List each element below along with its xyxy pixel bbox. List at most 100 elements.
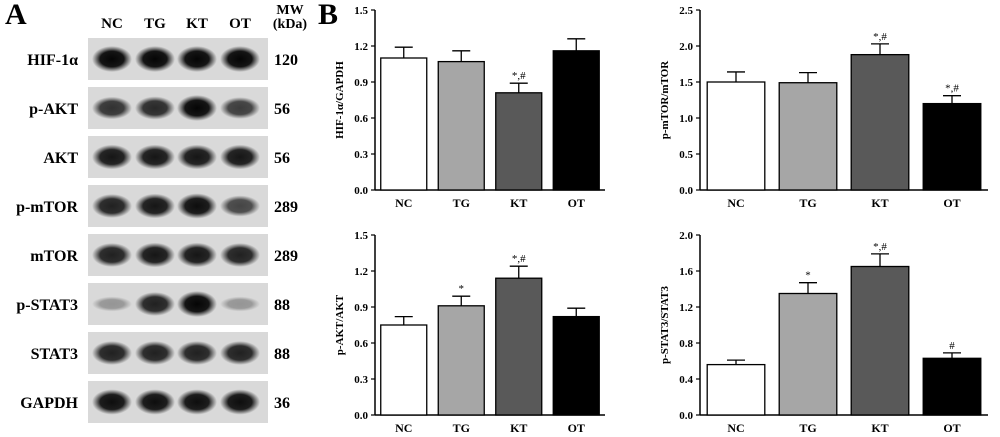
bar (706, 81, 766, 191)
bar (850, 265, 910, 416)
blot-band (220, 341, 260, 365)
x-tick-label: KT (871, 196, 888, 210)
y-tick-label: 1.6 (679, 266, 693, 278)
x-tick-label: TG (453, 196, 470, 210)
y-tick-label: 2.0 (679, 41, 693, 53)
protein-label: p-mTOR (16, 199, 78, 216)
y-tick-label: 0.0 (679, 185, 693, 197)
blot-band (135, 193, 175, 219)
y-tick-label: 0.3 (354, 149, 368, 161)
x-tick-label: KT (510, 421, 527, 435)
y-tick-label: 0.3 (354, 374, 368, 386)
significance-label: *,# (512, 70, 526, 82)
x-tick-label: OT (943, 196, 960, 210)
blot-band (135, 242, 175, 268)
x-tick-label: KT (510, 196, 527, 210)
x-tick-label: OT (943, 421, 960, 435)
blot-band (135, 341, 175, 365)
y-tick-label: 1.0 (679, 113, 693, 125)
x-tick-label: TG (799, 196, 816, 210)
blot-band (135, 46, 175, 72)
protein-label: STAT3 (31, 346, 78, 363)
x-tick-label: NC (395, 421, 412, 435)
bar (778, 292, 838, 416)
blot-band (92, 341, 132, 365)
bar-chart: 0.0 0.4 0.8 1.2 1.6 2.0 p-STAT3/STAT3 NC * TG *,# K… (659, 230, 988, 435)
y-axis-label: p-STAT3/STAT3 (659, 285, 671, 364)
y-tick-label: 1.2 (354, 41, 368, 53)
bar-chart: 0.0 0.3 0.6 0.9 1.2 1.5 p-AKT/AKT NC * TG *,# KT OT (334, 230, 605, 435)
mw-header-unit: (kDa) (273, 17, 308, 32)
blot-band (220, 195, 260, 217)
mw-value: 289 (274, 248, 298, 265)
blot-band (135, 292, 175, 316)
bar (437, 60, 485, 191)
y-tick-label: 0.6 (354, 113, 368, 125)
blot-row: p-STAT3 88 (16, 283, 290, 325)
blot-band (220, 243, 260, 267)
significance-label: *,# (873, 31, 887, 43)
x-tick-label: TG (453, 421, 470, 435)
x-tick-label: KT (871, 421, 888, 435)
y-tick-label: 0.9 (354, 302, 368, 314)
bar (552, 315, 600, 416)
x-tick-label: OT (568, 421, 585, 435)
bar (437, 305, 485, 416)
lane-label: TG (144, 16, 166, 32)
blot-row: GAPDH 36 (20, 381, 290, 423)
mw-value: 56 (274, 101, 290, 118)
y-tick-label: 0.6 (354, 338, 368, 350)
mw-value: 36 (274, 395, 290, 412)
blot-row: STAT3 88 (31, 332, 290, 374)
panel-b-letter: B (318, 0, 339, 31)
x-tick-label: NC (727, 421, 744, 435)
bar-chart: 0.0 0.3 0.6 0.9 1.2 1.5 HIF-1α/GAPDH NC TG *,# KT O… (334, 5, 605, 210)
bar (495, 92, 543, 191)
blot-band (177, 193, 217, 219)
significance-label: * (805, 270, 811, 282)
x-tick-label: NC (727, 196, 744, 210)
blot-band (92, 243, 132, 267)
blot-row: AKT 56 (43, 136, 290, 178)
protein-label: mTOR (30, 248, 78, 265)
blot-band (177, 242, 217, 268)
blot-band (135, 96, 175, 120)
significance-label: *,# (512, 253, 526, 265)
y-tick-label: 0.0 (354, 410, 368, 422)
bar (495, 277, 543, 416)
bar (922, 102, 982, 191)
blot-band (220, 46, 260, 72)
blot-band (177, 46, 217, 72)
mw-value: 120 (274, 52, 298, 69)
significance-label: *,# (945, 83, 959, 95)
mw-value: 88 (274, 346, 290, 363)
y-tick-label: 1.5 (354, 5, 368, 17)
y-tick-label: 0.5 (679, 149, 693, 161)
blot-band (220, 97, 260, 119)
y-tick-label: 0.8 (679, 338, 693, 350)
blot-row: p-mTOR 289 (16, 185, 298, 227)
y-tick-label: 1.5 (679, 77, 693, 89)
y-tick-label: 2.0 (679, 230, 693, 242)
blot-band (220, 296, 260, 312)
x-tick-label: TG (799, 421, 816, 435)
significance-label: # (949, 340, 955, 352)
y-axis-label: p-mTOR/mTOR (659, 60, 671, 139)
y-tick-label: 2.5 (679, 5, 693, 17)
significance-label: * (459, 283, 465, 295)
significance-label: *,# (873, 241, 887, 253)
blot-row: mTOR 289 (30, 234, 298, 276)
bar (706, 363, 766, 416)
blot-row: HIF-1α 120 (27, 38, 298, 80)
western-blot-panel: NC TG KT OT MW(kDa) HIF-1α 120 p-AKT 56 AKT 56 p-mT… (16, 3, 308, 423)
mw-value: 289 (274, 199, 298, 216)
blot-band (220, 144, 260, 170)
bar-chart: 0.0 0.5 1.0 1.5 2.0 2.5 p-mTOR/mTOR NC TG *,# KT *,… (659, 5, 988, 210)
bar (552, 50, 600, 191)
protein-label: p-STAT3 (16, 297, 78, 314)
x-tick-label: NC (395, 196, 412, 210)
protein-label: HIF-1α (27, 52, 78, 69)
lane-label: NC (101, 16, 123, 32)
blot-band (177, 95, 217, 121)
